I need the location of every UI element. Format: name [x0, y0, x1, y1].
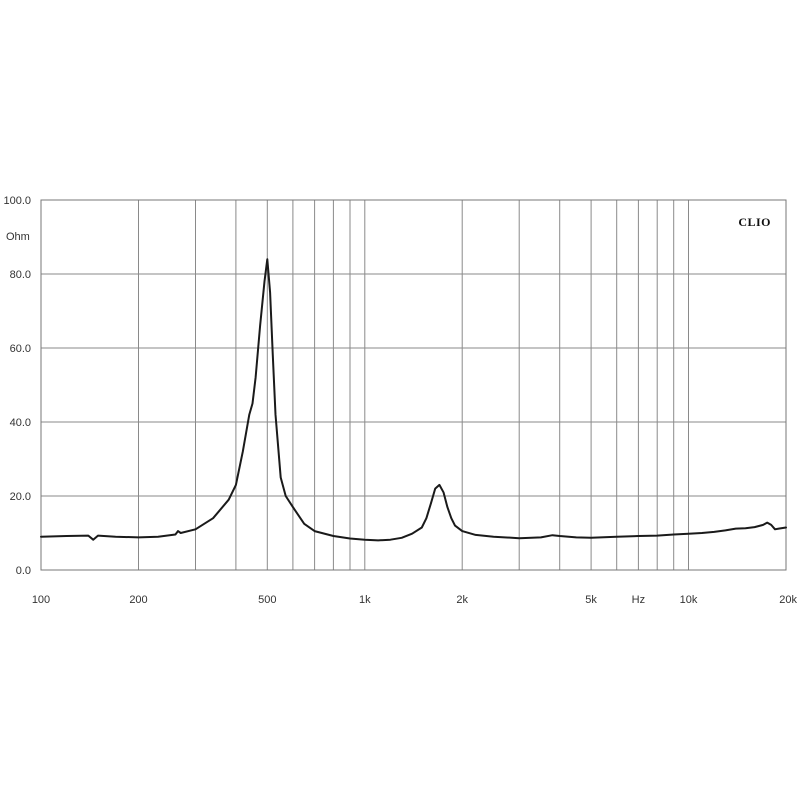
impedance-series-line [40, 258, 787, 542]
y-tick-label: 40.0 [10, 417, 31, 429]
y-tick-labels: 0.0 20.0 40.0 60.0 80.0 100.0 [3, 195, 31, 577]
brand-label: CLIO [738, 215, 771, 229]
x-tick-label: 5k [585, 594, 597, 606]
x-tick-label: 2k [456, 594, 468, 606]
x-tick-label: 1k [359, 594, 371, 606]
y-tick-label: 80.0 [10, 269, 31, 281]
x-tick-labels: 100 200 500 1k 2k 5k 10k 20k Hz [32, 594, 798, 606]
y-tick-label: 100.0 [3, 195, 31, 207]
x-tick-label: 10k [680, 594, 698, 606]
y-tick-label: 0.0 [16, 565, 31, 577]
x-tick-label: 200 [129, 594, 147, 606]
x-tick-label: 100 [32, 594, 50, 606]
x-tick-label: 20k [779, 594, 797, 606]
y-axis-unit-label: Ohm [6, 231, 30, 243]
plot-frame [40, 199, 787, 571]
x-tick-label: 500 [258, 594, 276, 606]
x-axis-unit-label: Hz [632, 594, 645, 606]
y-tick-label: 60.0 [10, 343, 31, 355]
grid-lines [41, 199, 786, 571]
y-tick-label: 20.0 [10, 491, 31, 503]
